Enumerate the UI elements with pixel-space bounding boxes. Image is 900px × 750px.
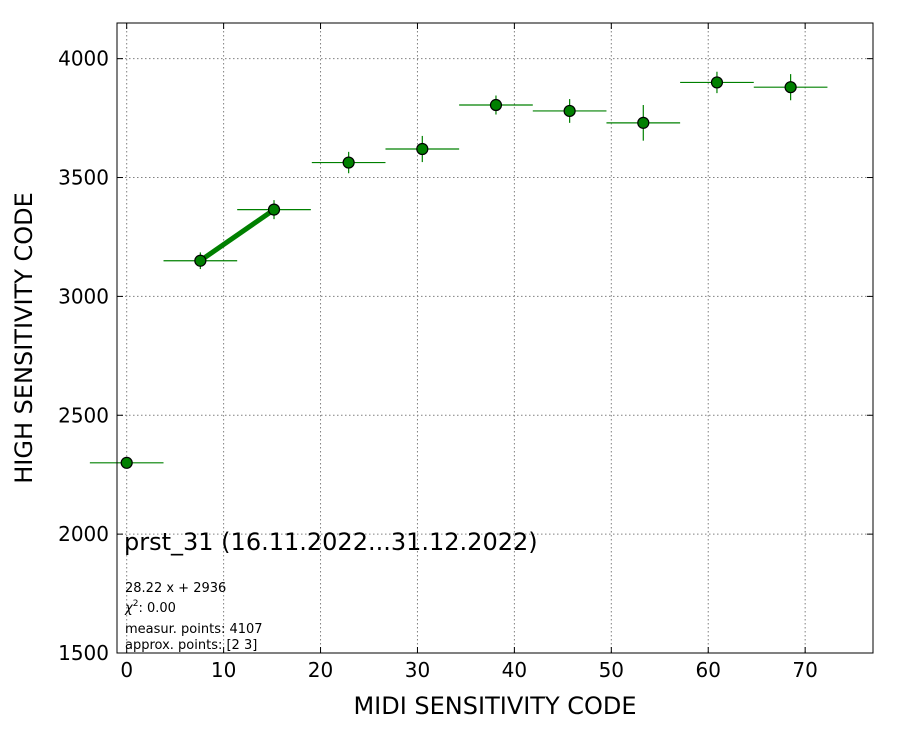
data-point: [416, 142, 429, 156]
y-tick-label: 3500: [58, 166, 109, 190]
data-point: [637, 116, 650, 129]
chart-annotation-title: prst_31 (16.11.2022...31.12.2022): [124, 528, 538, 556]
data-point: [267, 203, 281, 216]
x-tick-label: 70: [792, 658, 817, 682]
x-tick-label: 20: [308, 658, 333, 682]
data-point: [563, 104, 576, 118]
y-ticks: 1500 2000 2500 3000 3500 4000: [58, 47, 873, 665]
y-tick-label: 1500: [58, 641, 109, 665]
x-tick-label: 60: [696, 658, 721, 682]
x-tick-label: 30: [405, 658, 430, 682]
x-tick-label: 50: [599, 658, 624, 682]
y-tick-label: 2500: [58, 403, 109, 427]
fit-line-group: [198, 207, 276, 263]
data-points: [89, 71, 828, 469]
grid-lines: [117, 23, 873, 653]
x-ticks: 0 10 20 30 40 50 60 70: [120, 23, 818, 682]
y-tick-label: 4000: [58, 47, 109, 71]
y-axis-label: HIGH SENSITIVITY CODE: [10, 192, 38, 484]
data-point: [784, 81, 797, 94]
fit-line: [198, 207, 276, 263]
x-tick-label: 40: [502, 658, 527, 682]
y-tick-label: 3000: [58, 284, 109, 308]
fit-equation-text: 28.22 x + 2936: [125, 581, 226, 596]
data-point: [489, 98, 503, 112]
y-tick-label: 2000: [58, 522, 109, 546]
data-point: [120, 456, 133, 469]
x-axis-label: MIDI SENSITIVITY CODE: [353, 692, 636, 720]
data-point: [342, 156, 355, 169]
x-tick-label: 0: [120, 658, 133, 682]
data-point: [194, 254, 207, 267]
measur-points-text: measur. points: 4107: [125, 622, 263, 637]
data-point: [710, 76, 724, 89]
x-tick-label: 10: [211, 658, 236, 682]
chi2-text: χ2: 0.00: [124, 599, 176, 616]
plot-frame: [116, 22, 874, 654]
approx-points-text: approx. points: [2 3]: [125, 638, 257, 653]
